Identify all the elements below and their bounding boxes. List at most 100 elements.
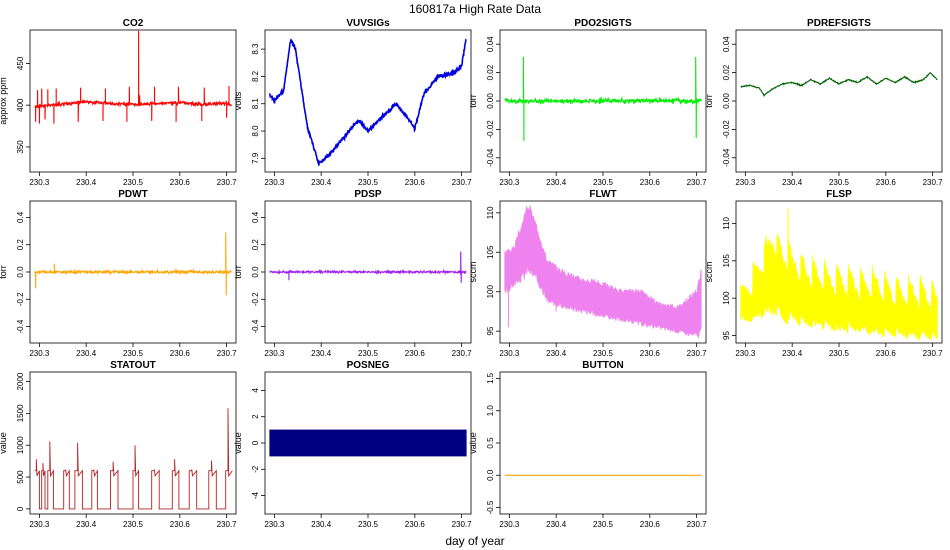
- panel-data-pdrefsigts: [740, 72, 938, 97]
- x-tick-label-flwt-2: 230.5: [593, 349, 614, 358]
- x-tick-label-pdrefsigts-4: 230.7: [923, 178, 944, 187]
- panel-title-flwt: FLWT: [589, 189, 616, 200]
- y-tick-label-statout-0: 0: [16, 506, 25, 511]
- x-tick-label-pdo2sigts-4: 230.7: [687, 178, 708, 187]
- panel-frame-button: [499, 371, 707, 515]
- panel-title-button: BUTTON: [582, 360, 623, 371]
- y-tick-label-statout-2: 1000: [16, 436, 25, 454]
- x-tick-label-pdwt-0: 230.3: [29, 349, 50, 358]
- y-tick-label-pdwt-3: 0.2: [16, 239, 25, 251]
- y-tick-label-statout-3: 1500: [16, 404, 25, 422]
- panel-title-posneg: POSNEG: [347, 360, 390, 371]
- series-line-pdsp: [269, 251, 467, 283]
- panel-pdo2sigts: PDO2SIGTS torr 230.3 230.4 230.5 230.6 230.7 -0…: [468, 18, 707, 187]
- panel-title-statout: STATOUT: [110, 360, 156, 371]
- panel-ylabel-vuvsigs: volts: [233, 91, 243, 110]
- panels-group: CO2 approx ppm 230.3 230.4 230.5 230.6 230.7 35…: [0, 18, 943, 529]
- x-tick-label-statout-0: 230.3: [29, 520, 50, 529]
- x-tick-label-statout-2: 230.5: [123, 520, 144, 529]
- y-tick-label-posneg-3: 2: [251, 414, 260, 419]
- y-tick-label-pdwt-2: 0.0: [16, 266, 25, 278]
- panel-data-flsp: [740, 208, 938, 341]
- y-tick-label-flwt-2: 105: [486, 245, 495, 259]
- series-line-pdrefsigts: [740, 72, 938, 97]
- x-tick-label-statout-3: 230.6: [170, 520, 191, 529]
- x-tick-label-flwt-3: 230.6: [640, 349, 661, 358]
- y-tick-label-button-3: 1.0: [486, 405, 495, 417]
- panel-title-pdo2sigts: PDO2SIGTS: [574, 18, 632, 29]
- panel-ylabel-button: value: [468, 432, 478, 454]
- series-band-flwt: [504, 204, 702, 339]
- y-tick-label-button-4: 1.5: [486, 372, 495, 384]
- panel-statout: STATOUT value 230.3 230.4 230.5 230.6 230.7 0 50…: [0, 360, 237, 529]
- x-tick-label-vuvsigs-0: 230.3: [264, 178, 285, 187]
- panel-ylabel-pdwt: torr: [0, 265, 8, 279]
- x-tick-label-pdwt-3: 230.6: [170, 349, 191, 358]
- y-tick-label-posneg-4: 4: [251, 388, 260, 393]
- x-tick-label-flsp-4: 230.7: [923, 349, 944, 358]
- panel-posneg: POSNEG value 230.3 230.4 230.5 230.6 230.7 -4 -2…: [233, 360, 472, 529]
- figure-title: 160817a High Rate Data: [409, 2, 541, 16]
- x-tick-label-pdrefsigts-0: 230.3: [735, 178, 756, 187]
- panel-vuvsigs: VUVSIGs volts 230.3 230.4 230.5 230.6 230.7 7.9…: [233, 18, 472, 187]
- y-tick-label-vuvsigs-4: 8.3: [251, 43, 260, 55]
- panel-ylabel-pdsp: torr: [233, 265, 243, 279]
- panel-ylabel-pdrefsigts: torr: [704, 94, 714, 108]
- panel-data-co2: [34, 30, 232, 124]
- x-tick-label-co2-0: 230.3: [29, 178, 50, 187]
- panel-data-statout: [34, 408, 233, 510]
- x-tick-label-pdwt-4: 230.7: [217, 349, 238, 358]
- y-tick-label-flsp-2: 105: [722, 254, 731, 268]
- x-tick-label-flsp-3: 230.6: [876, 349, 897, 358]
- panel-ylabel-flwt: sccm: [468, 262, 478, 283]
- y-tick-label-posneg-0: -4: [251, 491, 260, 499]
- y-tick-label-pdrefsigts-2: 0.00: [722, 93, 731, 109]
- y-tick-label-co2-2: 450: [16, 56, 25, 70]
- panel-frame-co2: [29, 29, 237, 173]
- x-tick-label-button-2: 230.5: [593, 520, 614, 529]
- x-tick-label-statout-1: 230.4: [76, 520, 97, 529]
- y-tick-label-pdsp-2: 0.0: [251, 266, 260, 278]
- y-tick-label-pdsp-1: -0.2: [251, 292, 260, 306]
- y-tick-label-pdo2sigts-4: 0.04: [486, 36, 495, 52]
- x-tick-label-posneg-0: 230.3: [264, 520, 285, 529]
- panel-data-pdwt: [34, 232, 232, 296]
- panel-data-pdo2sigts: [504, 56, 702, 141]
- series-line-pdo2sigts: [504, 56, 702, 141]
- x-tick-label-posneg-3: 230.6: [405, 520, 426, 529]
- x-tick-label-flsp-0: 230.3: [735, 349, 756, 358]
- series-line-co2: [34, 30, 232, 124]
- y-tick-label-statout-4: 2000: [16, 372, 25, 390]
- panel-title-pdsp: PDSP: [354, 189, 382, 200]
- y-tick-label-pdrefsigts-3: 0.02: [722, 64, 731, 80]
- x-tick-label-pdsp-1: 230.4: [311, 349, 332, 358]
- y-tick-label-pdo2sigts-2: 0.00: [486, 93, 495, 109]
- y-tick-label-button-2: 0.5: [486, 437, 495, 449]
- y-tick-label-pdwt-4: 0.4: [16, 211, 25, 223]
- y-tick-label-pdo2sigts-3: 0.02: [486, 64, 495, 80]
- y-tick-label-pdsp-4: 0.4: [251, 211, 260, 223]
- series-line-vuvsigs: [268, 38, 467, 166]
- x-tick-label-button-0: 230.3: [499, 520, 520, 529]
- x-tick-label-pdsp-2: 230.5: [358, 349, 379, 358]
- panel-title-pdrefsigts: PDREFSIGTS: [807, 18, 871, 29]
- y-tick-label-button-1: 0.0: [486, 469, 495, 481]
- x-tick-label-posneg-2: 230.5: [358, 520, 379, 529]
- y-tick-label-posneg-1: -2: [251, 465, 260, 473]
- panel-ylabel-flsp: sccm: [704, 262, 714, 283]
- x-tick-label-vuvsigs-1: 230.4: [311, 178, 332, 187]
- x-tick-label-button-3: 230.6: [640, 520, 661, 529]
- y-tick-label-flsp-0: 95: [722, 331, 731, 340]
- y-tick-label-flwt-0: 95: [486, 326, 495, 335]
- x-tick-label-co2-2: 230.5: [123, 178, 144, 187]
- x-tick-label-pdsp-3: 230.6: [405, 349, 426, 358]
- panel-ylabel-co2: approx ppm: [0, 77, 8, 125]
- panel-data-posneg: [269, 429, 467, 457]
- panel-flwt: FLWT sccm 230.3 230.4 230.5 230.6 230.7 95 100 10…: [468, 189, 707, 358]
- series-band-flsp: [740, 234, 938, 341]
- y-tick-label-vuvsigs-0: 7.9: [251, 152, 260, 164]
- x-tick-label-pdo2sigts-1: 230.4: [546, 178, 567, 187]
- y-tick-label-flwt-1: 100: [486, 285, 495, 299]
- panel-title-vuvsigs: VUVSIGs: [346, 18, 390, 29]
- y-tick-label-vuvsigs-3: 8.2: [251, 70, 260, 82]
